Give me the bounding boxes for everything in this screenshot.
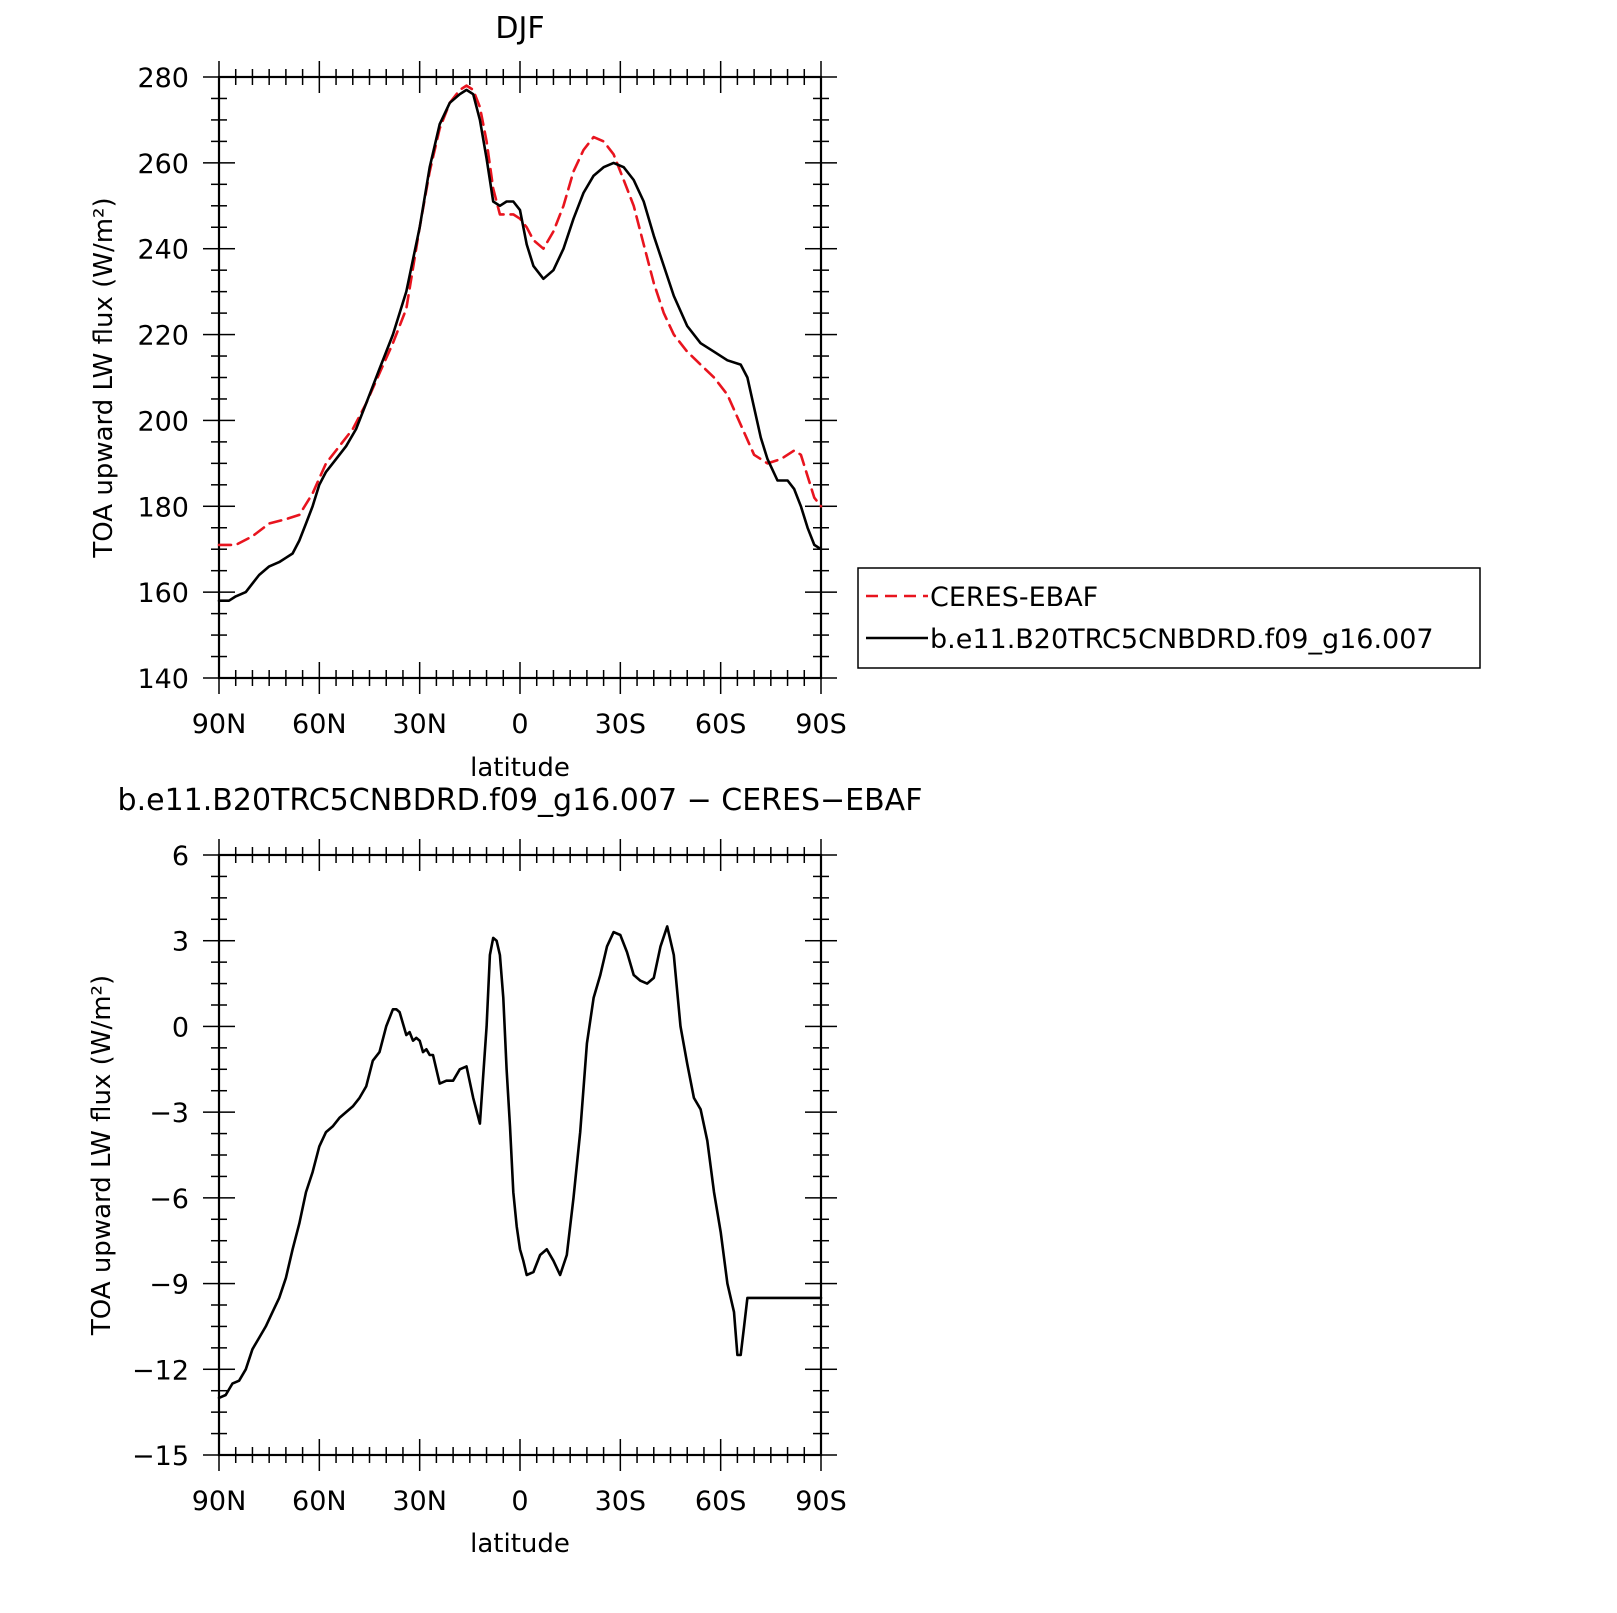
bottom-x-tick-label: 60N bbox=[292, 1486, 347, 1517]
bottom-plot-area: 90N 60N 30N 0 30S 60S 90S 6 3 0 −3 −6 −9 −12 −15 bbox=[132, 839, 847, 1517]
bottom-y-tick-label: 0 bbox=[172, 1012, 189, 1043]
top-x-axis-title: latitude bbox=[470, 753, 570, 783]
bottom-y-tick-label: 6 bbox=[172, 841, 189, 872]
bottom-x-axis-title: latitude bbox=[470, 1529, 570, 1559]
bottom-chart-title: b.e11.B20TRC5CNBDRD.f09_g16.007 − CERES−… bbox=[118, 783, 923, 818]
bottom-x-tick-label: 90S bbox=[795, 1486, 847, 1517]
top-y-tick-label: 200 bbox=[137, 406, 189, 437]
top-series-line-0 bbox=[217, 84, 823, 547]
bottom-x-tick-label: 30N bbox=[392, 1486, 447, 1517]
bottom-y-axis-title: TOA upward LW flux (W/m²) bbox=[87, 975, 117, 1336]
top-plot-area: 90N 60N 30N 0 30S 60S 90S 140 160 180 200 220 240 260… bbox=[137, 61, 847, 740]
top-x-tick-label: 0 bbox=[511, 709, 528, 740]
legend-box bbox=[857, 567, 1481, 669]
bottom-y-tick-label: −15 bbox=[132, 1441, 189, 1472]
top-chart-title: DJF bbox=[495, 11, 544, 46]
bottom-y-tick-label: −9 bbox=[149, 1270, 189, 1301]
top-y-tick-label: 220 bbox=[137, 321, 189, 352]
top-y-tick-label: 160 bbox=[137, 578, 189, 609]
top-x-tick-label: 90S bbox=[795, 709, 847, 740]
top-y-axis-title: TOA upward LW flux (W/m²) bbox=[89, 197, 119, 558]
top-panel: DJF 90N 60N 30N 0 30S 60S 90S 140 160 180 200 220 24… bbox=[89, 11, 1481, 783]
top-y-tick-label: 260 bbox=[137, 149, 189, 180]
top-x-tick-label: 60S bbox=[695, 709, 747, 740]
top-x-tick-label: 30S bbox=[595, 709, 647, 740]
top-y-tick-label: 240 bbox=[137, 235, 189, 266]
top-y-tick-label: 140 bbox=[137, 664, 189, 695]
bottom-plot-frame bbox=[217, 853, 823, 1457]
top-x-tick-label: 90N bbox=[192, 709, 247, 740]
top-plot-frame bbox=[217, 75, 823, 680]
legend: CERES-EBAF b.e11.B20TRC5CNBDRD.f09_g16.0… bbox=[857, 567, 1481, 669]
top-x-tick-label: 30N bbox=[392, 709, 447, 740]
bottom-y-tick-label: 3 bbox=[172, 927, 189, 958]
bottom-y-tick-label: −3 bbox=[149, 1098, 189, 1129]
top-x-tick-label: 60N bbox=[292, 709, 347, 740]
bottom-x-tick-label: 30S bbox=[595, 1486, 647, 1517]
top-y-tick-label: 280 bbox=[137, 63, 189, 94]
legend-label-model: b.e11.B20TRC5CNBDRD.f09_g16.007 bbox=[930, 624, 1434, 655]
legend-label-ceres: CERES-EBAF bbox=[930, 582, 1098, 613]
bottom-x-tick-label: 60S bbox=[695, 1486, 747, 1517]
top-y-tick-label: 180 bbox=[137, 492, 189, 523]
bottom-series-line-0 bbox=[217, 925, 823, 1400]
bottom-x-tick-label: 90N bbox=[192, 1486, 247, 1517]
bottom-panel: b.e11.B20TRC5CNBDRD.f09_g16.007 − CERES−… bbox=[87, 783, 922, 1559]
top-series-line-1 bbox=[217, 88, 823, 603]
bottom-y-tick-label: −6 bbox=[149, 1184, 189, 1215]
bottom-x-tick-label: 0 bbox=[511, 1486, 528, 1517]
bottom-y-tick-label: −12 bbox=[132, 1355, 189, 1386]
